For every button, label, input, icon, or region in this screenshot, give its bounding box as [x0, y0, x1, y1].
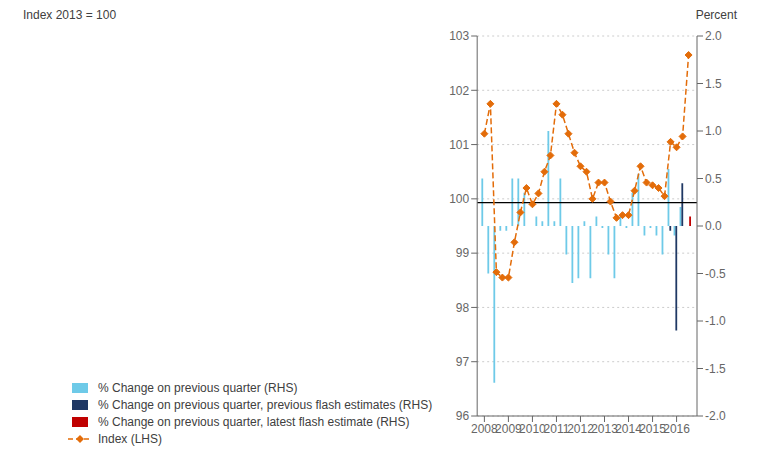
svg-text:2011: 2011	[544, 422, 570, 436]
svg-text:100: 100	[449, 192, 469, 206]
svg-text:2008: 2008	[471, 422, 498, 436]
svg-text:0.5: 0.5	[705, 172, 722, 186]
svg-text:101: 101	[449, 138, 469, 152]
svg-text:1.0: 1.0	[705, 124, 722, 138]
svg-text:99: 99	[456, 246, 470, 260]
svg-text:-0.5: -0.5	[705, 267, 726, 281]
svg-text:2010: 2010	[519, 422, 546, 436]
svg-text:2009: 2009	[495, 422, 522, 436]
html-text:% Change on previous quarter (: % Change on previous quarter (RHS)	[98, 381, 298, 395]
html-text:% Change on previous quarter,: % Change on previous quarter, previous f…	[98, 398, 433, 412]
svg-text:-2.0: -2.0	[705, 409, 726, 423]
svg-text:1.5: 1.5	[705, 77, 722, 91]
svg-text:0.0: 0.0	[705, 219, 722, 233]
svg-text:2013: 2013	[591, 422, 618, 436]
svg-text:103: 103	[449, 29, 469, 43]
svg-text:102: 102	[449, 84, 469, 98]
html-text:Index 2013 = 100: Index 2013 = 100	[23, 8, 117, 22]
html-text:Index (LHS): Index (LHS)	[98, 432, 162, 446]
svg-text:97: 97	[456, 355, 470, 369]
svg-text:2015: 2015	[639, 422, 666, 436]
svg-text:-1.5: -1.5	[705, 362, 726, 376]
svg-text:2014: 2014	[615, 422, 642, 436]
svg-text:96: 96	[456, 409, 470, 423]
svg-text:98: 98	[456, 301, 470, 315]
html-text:% Change on previous quarter,: % Change on previous quarter, latest fla…	[98, 415, 410, 429]
svg-text:-1.0: -1.0	[705, 314, 726, 328]
svg-text:2016: 2016	[663, 422, 690, 436]
svg-text:2.0: 2.0	[705, 29, 722, 43]
svg-text:2012: 2012	[567, 422, 594, 436]
html-text:Percent: Percent	[695, 8, 737, 22]
